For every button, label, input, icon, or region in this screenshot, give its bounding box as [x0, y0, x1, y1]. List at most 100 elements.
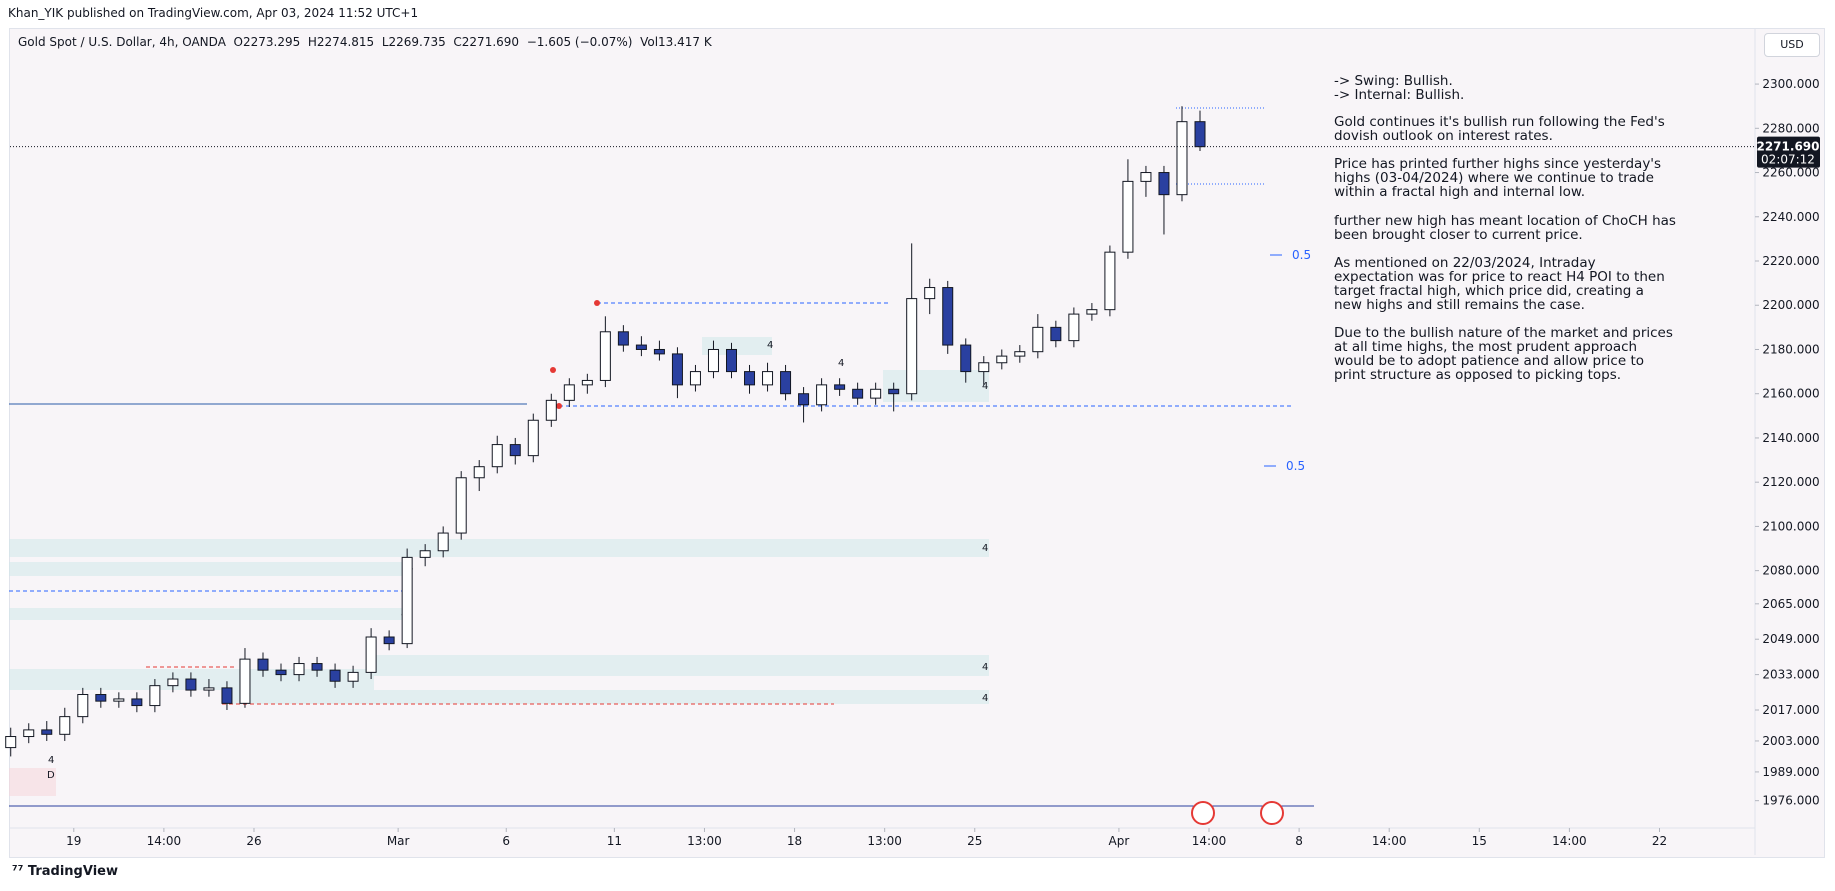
- candle-body: [744, 371, 756, 386]
- zone: [374, 655, 989, 676]
- candle-body: [419, 550, 431, 558]
- zone: [9, 562, 410, 576]
- candle-body: [834, 384, 846, 390]
- annotations: 0.5 0.5 4 4 4 4 4 4 4 4 4 D: [47, 248, 1311, 781]
- x-tick-label: 25: [967, 834, 982, 848]
- x-tick-label: 13:00: [867, 834, 902, 848]
- x-tick-label: 13:00: [687, 834, 722, 848]
- note-line: further new high has meant location of C…: [1334, 213, 1676, 229]
- candle-body: [924, 287, 936, 300]
- candle-body: [329, 669, 341, 682]
- candle-body: [689, 371, 701, 386]
- event-flag[interactable]: [1260, 801, 1284, 825]
- y-tick-label: 2017.000: [1762, 703, 1819, 717]
- candle-body: [1176, 121, 1188, 196]
- y-tick-label: 2220.000: [1762, 254, 1819, 268]
- candle-body: [942, 287, 954, 346]
- candle-body: [41, 729, 53, 735]
- candle-body: [257, 658, 269, 671]
- candle-body: [852, 388, 864, 399]
- candle-body: [888, 388, 900, 395]
- candle-body: [725, 348, 737, 373]
- candle-body: [1068, 313, 1080, 342]
- event-flag[interactable]: [1191, 801, 1215, 825]
- candle-body: [978, 362, 990, 373]
- y-tick-label: 2180.000: [1762, 342, 1819, 356]
- candle-body: [365, 636, 377, 673]
- candle-body: [455, 477, 467, 534]
- fib-label: 0.5: [1286, 459, 1305, 473]
- note-line: print structure as opposed to picking to…: [1334, 367, 1621, 383]
- zone-label: 4: [767, 340, 773, 351]
- high: H2274.815: [307, 35, 375, 49]
- note-line: Gold continues it's bullish run followin…: [1334, 114, 1665, 130]
- candle-body: [762, 371, 774, 386]
- candle-body: [563, 384, 575, 401]
- candle-body: [509, 444, 521, 457]
- swing-dot: [594, 300, 600, 306]
- y-tick-label: 2100.000: [1762, 519, 1819, 533]
- zone-label: 4: [982, 693, 988, 704]
- candle-body: [996, 355, 1008, 364]
- zone-label: 4: [982, 543, 988, 554]
- candle-body: [599, 331, 611, 381]
- candle-body: [491, 444, 503, 468]
- zone: [9, 539, 989, 557]
- candle-body: [149, 685, 161, 707]
- candle-body: [816, 384, 828, 406]
- x-tick-label: 15: [1472, 834, 1487, 848]
- candle-body: [77, 694, 89, 718]
- zones: [9, 337, 989, 796]
- candle-body: [1086, 309, 1098, 315]
- candle-body: [185, 678, 197, 691]
- candle-body: [239, 658, 251, 704]
- candle-body: [1140, 172, 1152, 182]
- note-line: -> Internal: Bullish.: [1334, 87, 1464, 103]
- zone: [222, 690, 989, 704]
- currency-button[interactable]: USD: [1764, 33, 1820, 57]
- candle-body: [131, 698, 143, 707]
- note-line: As mentioned on 22/03/2024, Intraday: [1334, 255, 1596, 271]
- candle-body: [113, 698, 125, 702]
- zone: [9, 768, 56, 796]
- candle-body: [581, 379, 593, 386]
- chart-panel: [9, 28, 1825, 858]
- swing-dot: [550, 367, 556, 373]
- candle-body: [23, 729, 35, 738]
- candle-body: [635, 344, 647, 350]
- zone-label: 4: [48, 755, 54, 766]
- zone-label: 4: [982, 381, 988, 392]
- candle-body: [1050, 326, 1062, 342]
- x-tick-label: 6: [502, 834, 510, 848]
- y-tick-label: 2049.000: [1762, 632, 1819, 646]
- candle-body: [653, 348, 665, 355]
- candle-body: [545, 399, 557, 421]
- zone: [9, 608, 410, 620]
- close: C2271.690: [453, 35, 520, 49]
- candle-body: [59, 716, 71, 735]
- levels: [9, 29, 1756, 855]
- y-tick-label: 2280.000: [1762, 121, 1819, 135]
- candle-body: [798, 393, 810, 406]
- x-tick-label: 26: [246, 834, 261, 848]
- candle-body: [293, 663, 305, 676]
- last-price-box: [1757, 136, 1820, 168]
- candle-body: [5, 736, 17, 749]
- candle-body: [311, 663, 323, 671]
- y-tick-label: 1989.000: [1762, 765, 1819, 779]
- note-line: highs (03-04/2024) where we continue to …: [1334, 170, 1654, 186]
- swing-dot: [556, 403, 562, 409]
- last-price-label: 2271.690: [1756, 140, 1819, 154]
- symbol: Gold Spot / U.S. Dollar, 4h, OANDA: [18, 35, 226, 49]
- candle-body: [275, 669, 287, 676]
- footer-logo: ⁷⁷ TradingView: [12, 864, 118, 879]
- candle-body: [95, 694, 107, 702]
- note-line: Due to the bullish nature of the market …: [1334, 325, 1673, 341]
- note-line: dovish outlook on interest rates.: [1334, 128, 1553, 144]
- change: −1.605 (−0.07%): [526, 35, 633, 49]
- volume: Vol13.417 K: [640, 35, 712, 49]
- note-line: within a fractal high and internal low.: [1334, 184, 1585, 200]
- candle-body: [347, 671, 359, 682]
